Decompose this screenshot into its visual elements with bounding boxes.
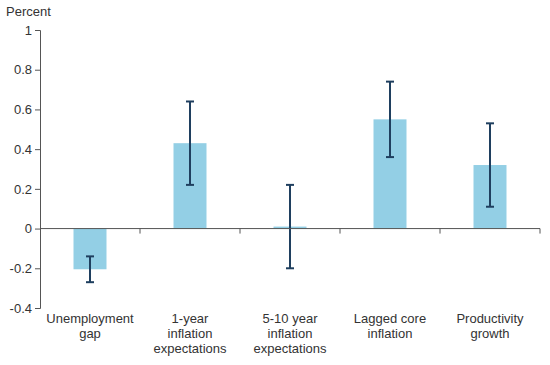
- y-tick-mark: [35, 70, 40, 71]
- y-tick-label: -0.2: [10, 261, 32, 276]
- y-tick: 0.2: [14, 182, 40, 197]
- x-tick: 1-yearinflationexpectations: [154, 311, 227, 356]
- x-tick-label: Lagged coreinflation: [354, 311, 426, 341]
- x-separator-tick: [140, 229, 141, 234]
- error-bar: [286, 185, 294, 268]
- x-tick: Productivitygrowth: [456, 311, 524, 341]
- error-bar-cap: [386, 81, 394, 83]
- x-tick-label-line: gap: [79, 326, 101, 341]
- x-tick-label-line: expectations: [154, 341, 227, 356]
- y-tick-mark: [35, 189, 40, 190]
- error-bar-stem: [489, 123, 491, 206]
- y-tick-mark: [35, 308, 40, 309]
- error-bar-stem: [189, 101, 191, 184]
- y-axis-line: [35, 31, 41, 309]
- marks: [74, 82, 507, 283]
- x-tick-label-line: inflation: [368, 326, 413, 341]
- y-tick-mark: [35, 229, 40, 230]
- y-tick: -0.2: [10, 261, 40, 276]
- y-tick-label: 0.4: [14, 142, 32, 157]
- y-tick-label: 0.2: [14, 182, 32, 197]
- error-bar-cap: [386, 156, 394, 158]
- x-tick-label-line: growth: [470, 326, 509, 341]
- y-tick: 0.4: [14, 142, 40, 157]
- y-tick-label: 0.8: [14, 62, 32, 77]
- x-tick: Lagged coreinflation: [354, 311, 426, 341]
- x-tick: 5-10 yearinflationexpectations: [254, 311, 327, 356]
- x-axis: [40, 229, 540, 234]
- y-tick: -0.4: [10, 301, 40, 316]
- y-tick-label: 0.6: [14, 102, 32, 117]
- x-tick-label-line: Productivity: [456, 311, 524, 326]
- y-tick: 0.6: [14, 102, 40, 117]
- x-tick-label-line: inflation: [268, 326, 313, 341]
- chart: -0.4 -0.2 0 0.2 0.4 0.6 0.8 1 Unemploymentgap 1-y…: [0, 0, 550, 365]
- error-bar: [186, 101, 194, 184]
- x-tick-label-line: 5-10 year: [263, 311, 319, 326]
- plot-area: -0.4 -0.2 0 0.2 0.4 0.6 0.8 1 Unemploymentgap 1-y…: [10, 23, 540, 356]
- y-tick-mark: [35, 268, 40, 269]
- x-separator-tick: [540, 229, 541, 234]
- y-tick-mark: [35, 30, 40, 31]
- error-bar-cap: [86, 281, 94, 283]
- x-tick-label-line: 1-year: [172, 311, 210, 326]
- y-axis-title: Percent: [6, 4, 51, 19]
- x-axis-labels: Unemploymentgap1-yearinflationexpectatio…: [46, 311, 524, 356]
- x-tick: Unemploymentgap: [46, 311, 134, 341]
- y-tick-label: -0.4: [10, 301, 32, 316]
- x-tick-label-line: Unemployment: [46, 311, 134, 326]
- x-tick-label: 1-yearinflationexpectations: [154, 311, 227, 356]
- error-bar-cap: [486, 122, 494, 124]
- x-tick-label-line: Lagged core: [354, 311, 426, 326]
- y-tick: 0.8: [14, 62, 40, 77]
- error-bar: [86, 256, 94, 282]
- x-tick-label: Unemploymentgap: [46, 311, 134, 341]
- x-tick-label: 5-10 yearinflationexpectations: [254, 311, 327, 356]
- y-tick: 1: [25, 23, 40, 38]
- error-bar-stem: [289, 185, 291, 268]
- error-bar-stem: [89, 256, 91, 282]
- error-bar-stem: [389, 82, 391, 157]
- y-tick-label: 1: [25, 23, 32, 38]
- x-separator-tick: [340, 229, 341, 234]
- x-tick-label: Productivitygrowth: [456, 311, 524, 341]
- error-bar-cap: [186, 184, 194, 186]
- y-axis: -0.4 -0.2 0 0.2 0.4 0.6 0.8 1: [10, 23, 41, 316]
- error-bar-cap: [186, 100, 194, 102]
- error-bar: [486, 123, 494, 206]
- x-tick-label-line: inflation: [168, 326, 213, 341]
- error-bar-cap: [286, 267, 294, 269]
- y-tick-label: 0: [25, 221, 32, 236]
- x-separator-tick: [440, 229, 441, 234]
- x-separator-tick: [240, 229, 241, 234]
- error-bar-cap: [486, 206, 494, 208]
- error-bar: [386, 82, 394, 157]
- error-bar-cap: [86, 255, 94, 257]
- x-axis-line: [40, 228, 540, 229]
- y-tick: 0: [25, 221, 40, 236]
- y-tick-mark: [35, 109, 40, 110]
- y-tick-mark: [35, 149, 40, 150]
- x-tick-label-line: expectations: [254, 341, 327, 356]
- error-bar-cap: [286, 184, 294, 186]
